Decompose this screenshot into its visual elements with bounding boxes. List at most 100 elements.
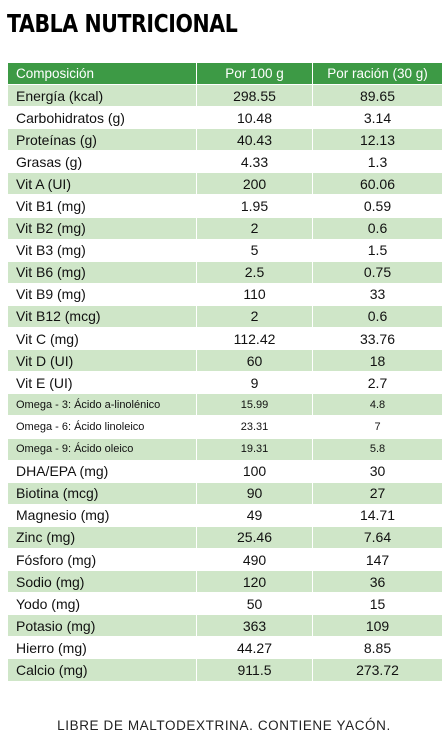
per-serving-cell: 7 (313, 415, 442, 438)
nutrient-name-cell: Proteínas (g) (8, 128, 197, 151)
table-row: Biotina (mcg) 90 27 (8, 481, 442, 504)
per-serving-cell: 14.71 (313, 503, 442, 526)
table-row: Zinc (mg) 25.46 7.64 (8, 525, 442, 548)
table-row: Magnesio (mg) 49 14.71 (8, 503, 442, 526)
table-row: Grasas (g) 4.33 1.3 (8, 150, 442, 173)
nutrient-name-cell: Omega - 3: Ácido a-linolénico (8, 393, 197, 416)
nutrient-name-cell: Omega - 9: Ácido oleico (8, 437, 197, 460)
per-100g-cell: 9 (197, 371, 313, 394)
per-100g-cell: 490 (197, 547, 313, 571)
table-row: Proteínas (g) 40.43 12.13 (8, 128, 442, 151)
table-row: Vit A (UI) 200 60.06 (8, 172, 442, 195)
per-100g-cell: 40.43 (197, 128, 313, 151)
per-100g-cell: 1.95 (197, 194, 313, 217)
per-100g-cell: 5 (197, 238, 313, 261)
table-row: Fósforo (mg) 490 147 (8, 547, 442, 571)
nutrient-name-cell: Calcio (mg) (8, 658, 197, 681)
nutrient-name-cell: Grasas (g) (8, 150, 197, 173)
table-row: DHA/EPA (mg) 100 30 (8, 459, 442, 482)
per-100g-cell: 100 (197, 459, 313, 482)
footer-note: LIBRE DE MALTODEXTRINA. CONTIENE YACÓN. (57, 718, 391, 733)
table-row: Vit B6 (mg) 2.5 0.75 (8, 260, 442, 283)
nutrient-name-cell: Energía (kcal) (8, 84, 197, 107)
per-serving-cell: 147 (313, 547, 442, 571)
nutrient-name-cell: Vit B6 (mg) (8, 260, 197, 283)
column-header-composition: Composición (8, 63, 197, 84)
table-body: Energía (kcal) 298.55 89.65 Carbohidratos (… (8, 84, 442, 681)
table-row: Vit B3 (mg) 5 1.5 (8, 238, 442, 261)
per-100g-cell: 363 (197, 614, 313, 637)
per-serving-cell: 8.85 (313, 636, 442, 659)
per-serving-cell: 18 (313, 349, 442, 372)
table-row: Vit C (mg) 112.42 33.76 (8, 327, 442, 350)
per-100g-cell: 19.31 (197, 437, 313, 460)
per-100g-cell: 23.31 (197, 415, 313, 438)
table-header: Composición Por 100 g Por ración (30 g) (8, 63, 442, 84)
per-100g-cell: 2 (197, 304, 313, 328)
nutrient-name-cell: DHA/EPA (mg) (8, 459, 197, 482)
per-100g-cell: 25.46 (197, 525, 313, 548)
table-row: Vit D (UI) 60 18 (8, 349, 442, 372)
page-title: TABLA NUTRICIONAL (7, 9, 238, 38)
per-serving-cell: 33.76 (313, 327, 442, 350)
per-serving-cell: 273.72 (313, 658, 442, 681)
nutrition-table: Composición Por 100 g Por ración (30 g) … (8, 63, 442, 681)
per-serving-cell: 0.6 (313, 304, 442, 328)
header-row: Composición Por 100 g Por ración (30 g) (8, 63, 442, 84)
per-100g-cell: 112.42 (197, 327, 313, 350)
per-serving-cell: 1.5 (313, 238, 442, 261)
per-serving-cell: 30 (313, 459, 442, 482)
table-row: Vit B12 (mcg) 2 0.6 (8, 304, 442, 328)
per-100g-cell: 10.48 (197, 106, 313, 129)
nutrient-name-cell: Omega - 6: Ácido linoleico (8, 415, 197, 438)
per-100g-cell: 90 (197, 481, 313, 504)
nutrient-name-cell: Sodio (mg) (8, 570, 197, 593)
per-serving-cell: 12.13 (313, 128, 442, 151)
table-row: Vit B1 (mg) 1.95 0.59 (8, 194, 442, 217)
nutrient-name-cell: Vit B1 (mg) (8, 194, 197, 217)
per-serving-cell: 7.64 (313, 525, 442, 548)
per-100g-cell: 2 (197, 216, 313, 239)
per-serving-cell: 4.8 (313, 393, 442, 416)
table-row: Yodo (mg) 50 15 (8, 592, 442, 615)
per-100g-cell: 2.5 (197, 260, 313, 283)
per-serving-cell: 89.65 (313, 84, 442, 107)
nutrient-name-cell: Vit B3 (mg) (8, 238, 197, 261)
per-serving-cell: 3.14 (313, 106, 442, 129)
nutrient-name-cell: Vit E (UI) (8, 371, 197, 394)
nutrient-name-cell: Fósforo (mg) (8, 547, 197, 571)
per-serving-cell: 36 (313, 570, 442, 593)
nutrient-name-cell: Vit B2 (mg) (8, 216, 197, 239)
per-serving-cell: 60.06 (313, 172, 442, 195)
table-row: Potasio (mg) 363 109 (8, 614, 442, 637)
table-row: Vit B2 (mg) 2 0.6 (8, 216, 442, 239)
column-header-per-serving: Por ración (30 g) (313, 63, 442, 84)
table-row: Omega - 9: Ácido oleico 19.31 5.8 (8, 437, 442, 460)
per-100g-cell: 298.55 (197, 84, 313, 107)
nutrient-name-cell: Hierro (mg) (8, 636, 197, 659)
per-100g-cell: 50 (197, 592, 313, 615)
per-serving-cell: 0.6 (313, 216, 442, 239)
nutrient-name-cell: Vit D (UI) (8, 349, 197, 372)
per-100g-cell: 4.33 (197, 150, 313, 173)
nutrient-name-cell: Zinc (mg) (8, 525, 197, 548)
nutrient-name-cell: Potasio (mg) (8, 614, 197, 637)
per-100g-cell: 110 (197, 282, 313, 305)
per-100g-cell: 200 (197, 172, 313, 195)
per-100g-cell: 44.27 (197, 636, 313, 659)
nutrient-name-cell: Magnesio (mg) (8, 503, 197, 526)
per-serving-cell: 0.59 (313, 194, 442, 217)
table-row: Energía (kcal) 298.55 89.65 (8, 84, 442, 107)
per-serving-cell: 1.3 (313, 150, 442, 173)
per-serving-cell: 5.8 (313, 437, 442, 460)
table-row: Carbohidratos (g) 10.48 3.14 (8, 106, 442, 129)
nutrient-name-cell: Carbohidratos (g) (8, 106, 197, 129)
table-row: Sodio (mg) 120 36 (8, 570, 442, 593)
nutrient-name-cell: Vit A (UI) (8, 172, 197, 195)
per-serving-cell: 15 (313, 592, 442, 615)
per-100g-cell: 49 (197, 503, 313, 526)
per-serving-cell: 33 (313, 282, 442, 305)
table-row: Vit E (UI) 9 2.7 (8, 371, 442, 394)
per-serving-cell: 27 (313, 481, 442, 504)
table-row: Calcio (mg) 911.5 273.72 (8, 658, 442, 681)
